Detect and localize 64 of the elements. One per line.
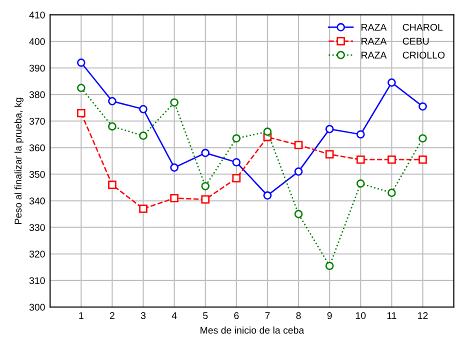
point <box>388 155 396 164</box>
point <box>232 134 241 143</box>
point <box>170 163 178 172</box>
legend-label: RAZA CRIOLLO <box>362 52 445 59</box>
point <box>108 180 116 190</box>
y-tick-label: 320 <box>29 250 45 258</box>
point <box>418 102 427 111</box>
x-axis-title: Mes de inicio de la ceba <box>200 326 304 334</box>
point <box>356 155 365 164</box>
y-tick-label: 400 <box>29 38 45 46</box>
x-tick-label: 11 <box>387 312 396 319</box>
point <box>201 148 210 158</box>
x-tick-label: 3 <box>140 312 146 320</box>
point <box>139 132 148 140</box>
y-tick-label: 370 <box>29 118 45 125</box>
point <box>201 195 210 204</box>
point <box>232 158 241 166</box>
y-axis-title: Peso al finalizar la prueba, kg <box>14 98 24 224</box>
point <box>294 167 303 176</box>
x-tick-label: 10 <box>356 312 366 320</box>
y-tick-label: 410 <box>29 12 45 18</box>
point <box>325 150 334 158</box>
point <box>294 210 303 218</box>
point <box>76 84 86 92</box>
point <box>108 122 116 131</box>
legend-label: RAZA CHAROL <box>362 24 443 31</box>
x-tick-label: 5 <box>203 312 208 320</box>
y-tick-label: 380 <box>29 91 45 98</box>
point <box>108 97 116 106</box>
point <box>139 104 148 114</box>
point <box>76 58 86 67</box>
point <box>325 124 334 134</box>
x-tick-label: 7 <box>265 312 270 319</box>
x-tick-label: 1 <box>79 312 84 319</box>
point <box>325 262 334 270</box>
legend-label: RAZA CEBU <box>362 38 429 45</box>
point <box>76 108 86 118</box>
point <box>170 98 178 107</box>
point <box>418 134 427 143</box>
x-tick-label: 2 <box>110 312 114 319</box>
point <box>294 140 303 150</box>
point <box>139 204 148 213</box>
x-tick-label: 9 <box>327 312 332 320</box>
point <box>201 182 210 190</box>
y-tick-label: 310 <box>29 277 45 284</box>
point <box>263 128 272 136</box>
point <box>170 194 178 202</box>
y-tick-label: 360 <box>29 144 45 152</box>
point <box>263 191 272 200</box>
x-tick-label: 12 <box>418 312 428 319</box>
x-tick-label: 8 <box>296 312 301 320</box>
y-tick-label: 390 <box>29 64 45 72</box>
point <box>232 174 241 182</box>
point <box>388 78 396 87</box>
y-tick-label: 350 <box>29 170 45 178</box>
point <box>388 188 396 197</box>
x-tick-label: 4 <box>172 312 177 319</box>
y-tick-label: 330 <box>29 224 45 231</box>
point <box>356 130 365 139</box>
y-tick-label: 340 <box>29 198 45 204</box>
point <box>356 179 365 188</box>
y-tick-label: 300 <box>29 304 45 311</box>
x-tick-label: 6 <box>234 312 239 320</box>
point <box>418 155 427 164</box>
